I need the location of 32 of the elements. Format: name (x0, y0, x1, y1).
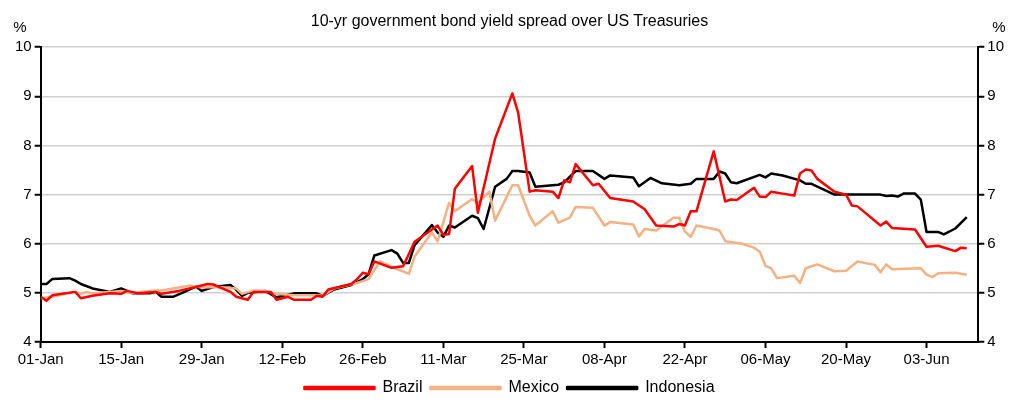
x-tick-label: 08-Apr (581, 350, 627, 368)
x-tick-label: 01-Jan (17, 350, 64, 368)
y-tick-label: 5 (23, 283, 32, 301)
y2-tick-label: 9 (987, 86, 996, 104)
y2-tick-label: 8 (987, 135, 996, 153)
x-tick-label: 06-May (740, 350, 791, 368)
y-tick-label: 10 (15, 37, 32, 55)
y-tick-label: 9 (23, 86, 32, 104)
x-tick-label: 20-May (821, 350, 872, 368)
legend-label: Indonesia (645, 378, 715, 396)
legend-label: Mexico (508, 378, 560, 396)
chart-title: 10-yr government bond yield spread over US Treasuries (310, 12, 709, 30)
y2-tick-label: 7 (987, 184, 996, 202)
x-tick-label: 03-Jun (903, 350, 950, 368)
x-tick-label: 22-Apr (662, 350, 708, 368)
y-tick-label: 6 (23, 233, 32, 251)
x-tick-label: 11-Mar (420, 350, 467, 368)
x-tick-label: 26-Feb (339, 350, 387, 368)
y-tick-label: 4 (23, 332, 32, 350)
y2-tick-label: 5 (987, 283, 996, 301)
y2-tick-label: 10 (987, 37, 1004, 55)
x-tick-label: 12-Feb (258, 350, 307, 368)
x-tick-label: 25-Mar (500, 350, 548, 368)
y-tick-label: 7 (23, 184, 32, 202)
legend-label: Brazil (382, 378, 423, 396)
y2-tick-label: 4 (987, 332, 996, 350)
y2-tick-label: 6 (987, 233, 996, 251)
x-tick-label: 15-Jan (98, 350, 145, 368)
y-axis-title: % (13, 17, 27, 35)
y-tick-label: 8 (23, 135, 32, 153)
x-tick-label: 29-Jan (178, 350, 225, 368)
y2-axis-title: % (992, 17, 1006, 35)
